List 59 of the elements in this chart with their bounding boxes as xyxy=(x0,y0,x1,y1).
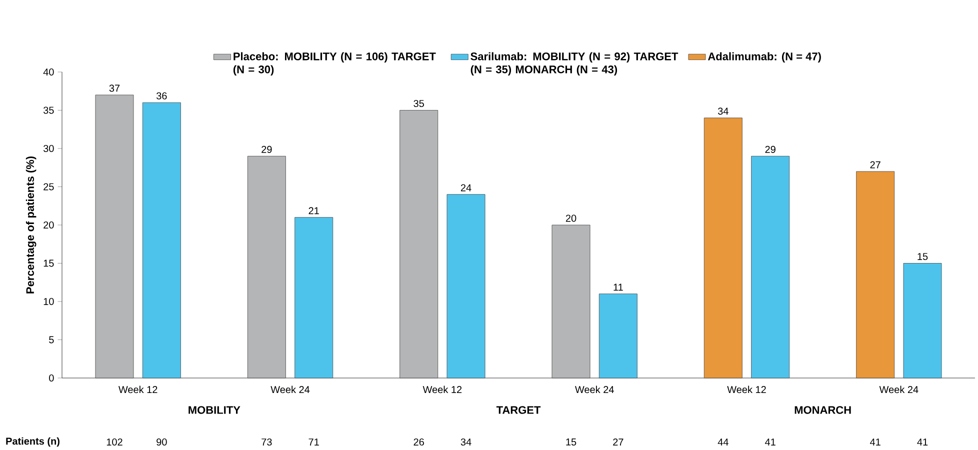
x-tick-label: Week 12 xyxy=(118,386,158,394)
y-tick-label: 5 xyxy=(49,336,54,344)
bar xyxy=(446,194,486,378)
bar xyxy=(400,110,438,378)
y-tick-label: 35 xyxy=(43,106,54,114)
text: MONARCH xyxy=(794,406,851,414)
text: 41 xyxy=(765,438,776,446)
text: MOBILITY xyxy=(188,406,240,414)
text: 41 xyxy=(917,438,928,446)
bar xyxy=(751,156,790,378)
y-tick-label: 10 xyxy=(44,298,54,306)
text: Patients (n) xyxy=(6,437,60,447)
data-label: 27 xyxy=(870,161,880,168)
data-label: 37 xyxy=(109,84,120,92)
y-tick-label: 25 xyxy=(44,183,54,190)
x-tick-label: Week 12 xyxy=(422,386,462,394)
y-axis-title: Percentage of patients (%) xyxy=(26,156,36,294)
text: 71 xyxy=(308,438,319,446)
text: 44 xyxy=(718,438,728,446)
text: 73 xyxy=(262,438,272,446)
y-tick-label: 0 xyxy=(49,374,54,382)
legend-label: Adalimumab: (N = 47) xyxy=(708,52,821,62)
text: 26 xyxy=(414,438,424,446)
legend-label: Placebo: MOBILITY (N = 106) TARGET (N = 30) xyxy=(233,52,436,76)
x-tick-label: Week 24 xyxy=(574,386,614,394)
data-label: 15 xyxy=(918,253,928,260)
text: 41 xyxy=(870,438,880,446)
data-label: 35 xyxy=(414,100,424,108)
x-tick-label: Week 24 xyxy=(879,386,918,394)
y-tick-label: 30 xyxy=(43,144,54,152)
data-label: 20 xyxy=(566,214,576,222)
bar xyxy=(95,94,134,378)
bar xyxy=(247,156,286,378)
text: TARGET xyxy=(496,406,541,414)
text: 90 xyxy=(156,438,167,446)
text: 102 xyxy=(106,438,122,446)
y-tick-label: 40 xyxy=(43,68,54,76)
data-label: 34 xyxy=(718,108,728,115)
text: 27 xyxy=(613,438,624,446)
legend-label: Sarilumab: MOBILITY (N = 92) TARGET (N = 35) MONARCH (N = 43) xyxy=(470,52,678,76)
x-tick-label: Week 12 xyxy=(727,386,766,394)
data-label: 11 xyxy=(614,284,623,291)
bar xyxy=(552,224,590,378)
x-tick-label: Week 24 xyxy=(270,386,310,394)
data-label: 21 xyxy=(308,207,319,214)
text: 15 xyxy=(566,438,576,446)
data-label: 29 xyxy=(262,146,272,153)
text: 34 xyxy=(460,438,472,446)
data-label: 24 xyxy=(460,184,472,192)
y-tick-label: 15 xyxy=(44,260,54,267)
data-label: 36 xyxy=(156,92,167,100)
bar xyxy=(704,118,742,378)
bar xyxy=(294,217,334,378)
bar xyxy=(598,294,638,378)
bar xyxy=(856,171,895,378)
y-tick-label: 20 xyxy=(44,221,54,229)
bar xyxy=(142,102,181,378)
data-label: 29 xyxy=(765,146,776,153)
bar xyxy=(903,263,942,378)
